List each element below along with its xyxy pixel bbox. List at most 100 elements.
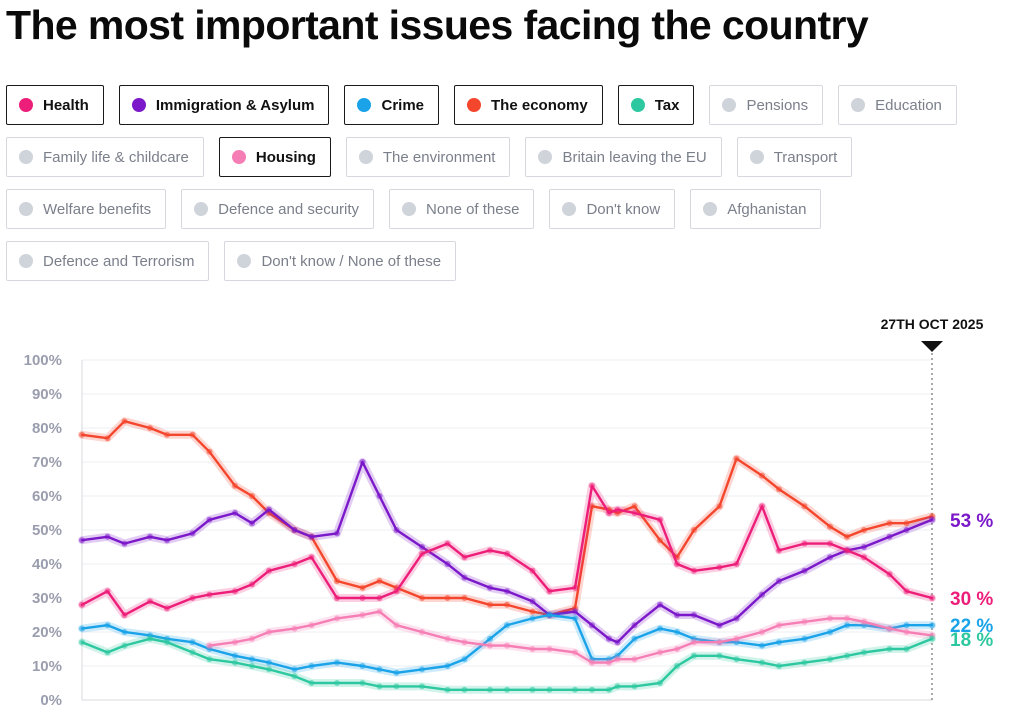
issues-line-chart: 0% 10% 20% 30% 40% 50% 60% 70% 80% 90% 100% 27TH OC… [0, 300, 1018, 718]
data-point-health [631, 510, 638, 516]
data-point-housing [844, 615, 850, 622]
data-point-health [606, 510, 612, 516]
data-point-immigration-asylum [886, 533, 893, 540]
data-point-housing [733, 635, 740, 642]
data-point-crime [249, 656, 255, 663]
legend-dot-icon [231, 150, 246, 164]
legend-dot-icon [19, 98, 33, 112]
data-point-housing [614, 656, 621, 663]
filter-chip-tax[interactable]: Tax [617, 85, 695, 125]
filter-chip-economy[interactable]: The economy [454, 85, 603, 125]
data-point-housing [606, 659, 612, 666]
data-point-health [121, 612, 128, 618]
data-point-the-economy [504, 601, 510, 608]
data-point-immigration-asylum [461, 574, 468, 581]
data-point-tax [529, 686, 536, 693]
data-point-crime [79, 625, 85, 632]
data-point-the-economy [691, 527, 697, 533]
data-point-tax [504, 686, 510, 693]
data-point-health [266, 567, 272, 574]
filter-chip-immigration[interactable]: Immigration & Asylum [118, 85, 330, 125]
data-point-health [291, 561, 298, 567]
filter-chip-dont-know[interactable]: Don't know [549, 189, 676, 229]
data-point-health [776, 547, 782, 554]
data-point-tax [614, 683, 621, 690]
data-point-housing [827, 615, 833, 622]
legend-dot-icon [194, 202, 209, 216]
filter-label: Tax [654, 96, 680, 114]
filter-chip-pensions[interactable]: Pensions [709, 85, 824, 125]
data-point-crime [121, 629, 128, 635]
data-point-tax [376, 683, 383, 690]
filter-chip-crime[interactable]: Crime [344, 85, 440, 125]
data-point-immigration-asylum [104, 533, 111, 540]
data-point-health [359, 595, 366, 601]
data-point-health [232, 588, 238, 595]
filter-chip-housing[interactable]: Housing [218, 137, 331, 177]
filter-chip-none-of-these[interactable]: None of these [389, 189, 535, 229]
data-point-the-economy [419, 595, 425, 601]
current-date-label: 27TH OCT 2025 [881, 316, 984, 332]
data-point-crime [903, 622, 910, 629]
data-point-crime [827, 629, 833, 635]
data-point-crime [529, 615, 536, 622]
data-point-housing [801, 618, 808, 625]
filter-chip-environment[interactable]: The environment [345, 137, 511, 177]
data-point-tax [716, 652, 723, 659]
data-point-tax [572, 686, 578, 693]
data-point-housing [631, 656, 638, 663]
data-point-health [903, 588, 910, 595]
filter-chip-defence-terrorism[interactable]: Defence and Terrorism [6, 241, 210, 281]
data-point-crime [776, 639, 782, 646]
data-point-health [733, 561, 740, 567]
filter-chip-brexit[interactable]: Britain leaving the EU [525, 137, 722, 177]
data-point-immigration-asylum [589, 622, 595, 629]
data-point-tax [546, 686, 553, 693]
filter-chip-education[interactable]: Education [838, 85, 957, 125]
data-point-the-economy [844, 533, 850, 540]
data-point-housing [674, 646, 680, 652]
data-point-health [189, 595, 196, 601]
data-point-tax [674, 663, 680, 669]
data-point-immigration-asylum [291, 527, 298, 533]
data-point-health [716, 564, 723, 571]
data-point-health [657, 516, 663, 523]
data-point-the-economy [334, 578, 340, 584]
filter-chip-defence-security[interactable]: Defence and security [181, 189, 375, 229]
data-point-housing [334, 615, 340, 622]
data-point-immigration-asylum [79, 537, 85, 544]
filter-label: The environment [382, 148, 496, 166]
filter-chip-afghanistan[interactable]: Afghanistan [690, 189, 822, 229]
data-point-the-economy [359, 584, 366, 591]
data-point-immigration-asylum [529, 598, 536, 605]
filter-chip-dont-know-none[interactable]: Don't know / None of these [224, 241, 457, 281]
y-tick-label: 80% [32, 420, 62, 437]
data-point-health [334, 595, 340, 601]
filter-label: Crime [381, 96, 425, 114]
data-point-crime [844, 622, 850, 629]
data-point-the-economy [461, 595, 468, 601]
data-point-the-economy [733, 455, 740, 462]
data-point-immigration-asylum [121, 540, 128, 547]
y-tick-label: 40% [32, 556, 62, 573]
series-line-the-economy [80, 420, 934, 617]
filter-chip-welfare[interactable]: Welfare benefits [6, 189, 167, 229]
filter-chip-health[interactable]: Health [6, 85, 104, 125]
data-point-immigration-asylum [308, 533, 315, 540]
filter-chip-family-life[interactable]: Family life & childcare [6, 137, 204, 177]
data-point-health [419, 550, 425, 557]
data-point-housing [861, 618, 867, 625]
data-point-tax [359, 680, 366, 686]
filter-chip-transport[interactable]: Transport [736, 137, 853, 177]
data-point-crime [266, 659, 272, 666]
data-point-immigration-asylum [759, 591, 765, 598]
y-tick-label: 50% [32, 522, 62, 539]
data-point-health [164, 605, 170, 612]
data-point-health [206, 591, 213, 598]
end-value-label-immigration-asylum: 53 % [950, 511, 993, 532]
data-point-health [487, 547, 493, 554]
data-point-tax [903, 646, 910, 652]
data-point-tax [266, 666, 272, 673]
data-point-immigration-asylum [359, 459, 366, 465]
filter-label: Don't know [586, 200, 661, 218]
